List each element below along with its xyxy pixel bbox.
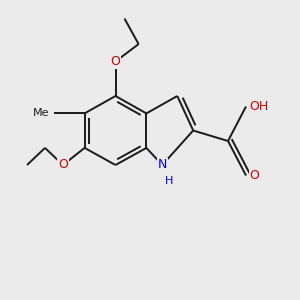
Text: N: N bbox=[158, 158, 167, 172]
Text: Me: Me bbox=[33, 108, 50, 118]
Text: OH: OH bbox=[250, 100, 269, 113]
Text: H: H bbox=[165, 176, 173, 187]
Text: O: O bbox=[111, 55, 120, 68]
Text: O: O bbox=[250, 169, 260, 182]
Text: O: O bbox=[58, 158, 68, 172]
